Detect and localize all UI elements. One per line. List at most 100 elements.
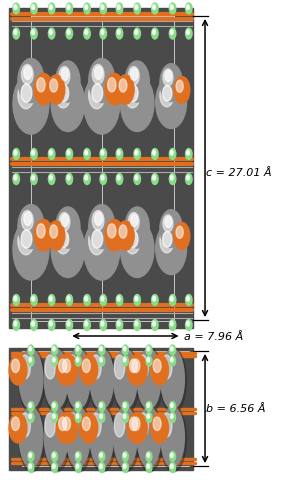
Circle shape [48,174,55,184]
Circle shape [135,4,138,10]
Circle shape [127,413,145,443]
Circle shape [132,359,140,372]
Circle shape [153,6,155,10]
Circle shape [52,356,58,366]
Circle shape [77,415,78,418]
Circle shape [76,464,79,468]
Circle shape [31,320,37,330]
Circle shape [67,175,70,180]
Circle shape [101,176,104,180]
Circle shape [59,230,69,248]
Circle shape [119,225,127,238]
Circle shape [12,359,19,372]
Circle shape [100,174,106,184]
Circle shape [170,356,176,366]
Circle shape [76,453,79,458]
Circle shape [124,415,126,418]
Circle shape [169,3,176,14]
Circle shape [32,321,35,326]
Circle shape [153,30,155,35]
Circle shape [116,148,123,160]
Ellipse shape [161,413,172,437]
Circle shape [153,151,155,155]
Circle shape [130,214,138,226]
Circle shape [14,297,17,301]
Circle shape [127,355,145,385]
Circle shape [163,86,172,101]
Ellipse shape [137,348,163,414]
Ellipse shape [138,355,148,379]
Circle shape [120,220,154,278]
Circle shape [101,4,104,10]
Circle shape [52,412,58,422]
Circle shape [66,28,73,39]
Circle shape [171,346,173,351]
Circle shape [122,462,128,472]
Circle shape [170,452,176,462]
Circle shape [53,358,55,362]
Circle shape [82,359,90,372]
Circle shape [67,4,70,10]
Circle shape [60,413,78,443]
Circle shape [49,296,52,301]
Circle shape [14,175,17,180]
Text: c = 27.01 Å: c = 27.01 Å [206,168,272,177]
Circle shape [84,219,120,280]
Circle shape [14,30,17,35]
Ellipse shape [45,355,55,379]
Circle shape [14,296,17,301]
Circle shape [147,347,150,351]
Circle shape [118,30,120,34]
Circle shape [146,452,152,462]
Circle shape [160,210,182,248]
Circle shape [49,321,52,326]
Circle shape [117,150,120,155]
Circle shape [53,464,55,468]
Circle shape [28,452,34,462]
Circle shape [176,80,183,92]
Circle shape [123,414,126,418]
Circle shape [135,296,138,301]
Circle shape [50,79,58,92]
Circle shape [134,294,140,306]
Circle shape [47,221,65,250]
Circle shape [85,322,88,326]
Circle shape [128,66,139,85]
Circle shape [176,226,183,238]
Circle shape [146,345,152,355]
Circle shape [125,207,149,248]
Circle shape [135,322,138,326]
Circle shape [14,176,17,180]
Circle shape [32,151,35,155]
Circle shape [153,296,155,301]
Circle shape [187,297,189,301]
Circle shape [56,413,74,443]
Circle shape [22,64,33,84]
Circle shape [118,297,120,301]
Circle shape [75,412,81,422]
Circle shape [29,453,32,458]
Circle shape [29,404,31,407]
Circle shape [156,222,186,274]
Circle shape [135,6,138,10]
Circle shape [52,345,58,355]
Circle shape [76,358,79,362]
Circle shape [100,347,102,351]
Circle shape [85,150,88,155]
Ellipse shape [20,355,30,379]
Circle shape [100,3,106,14]
Circle shape [37,78,45,92]
Circle shape [29,346,32,351]
Circle shape [13,148,19,160]
Circle shape [66,174,73,184]
Ellipse shape [19,406,45,472]
Circle shape [82,417,90,430]
Circle shape [52,452,58,462]
Circle shape [49,150,52,155]
Circle shape [50,151,52,155]
Circle shape [24,66,32,80]
Circle shape [32,6,35,10]
Circle shape [122,412,128,422]
Circle shape [60,355,78,385]
Circle shape [92,84,103,102]
